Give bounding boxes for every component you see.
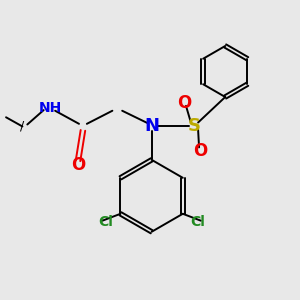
Text: O: O (177, 94, 191, 112)
Text: N: N (144, 117, 159, 135)
Text: NH: NH (39, 101, 62, 115)
Text: Cl: Cl (98, 215, 113, 229)
Text: Cl: Cl (190, 215, 205, 229)
Text: S: S (188, 117, 201, 135)
Text: /: / (20, 120, 25, 133)
Text: O: O (194, 142, 208, 160)
Text: O: O (71, 156, 85, 174)
